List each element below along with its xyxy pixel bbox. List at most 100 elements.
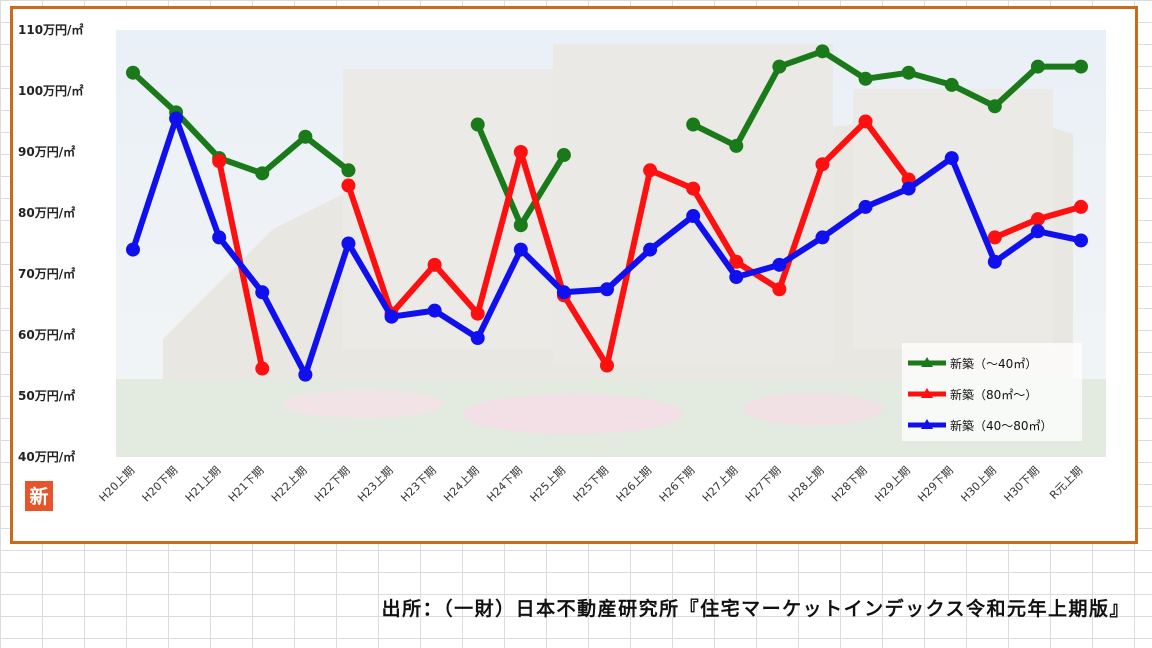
data-point: [341, 178, 356, 193]
data-point: [643, 242, 658, 257]
data-point: [772, 257, 787, 272]
data-point: [815, 230, 830, 245]
data-point: [1030, 224, 1045, 239]
data-point: [298, 367, 313, 382]
data-point: [298, 129, 313, 144]
x-tick-label: H30下期: [1002, 464, 1043, 505]
legend-item: 新築（80㎡～）: [908, 387, 1037, 402]
legend-item: 新築（40～80㎡）: [908, 418, 1053, 433]
y-axis: 40万円/㎡ 50万円/㎡ 60万円/㎡ 70万円/㎡ 80万円/㎡ 90万円/㎡ 100万…: [18, 22, 83, 464]
line-chart: 40万円/㎡ 50万円/㎡ 60万円/㎡ 70万円/㎡ 80万円/㎡ 90万円/㎡ 100万…: [18, 22, 1106, 511]
data-point: [255, 361, 270, 376]
data-point: [686, 181, 701, 196]
data-point: [1074, 59, 1088, 74]
y-tick-label: 90万円/㎡: [18, 144, 75, 159]
data-point: [470, 331, 485, 346]
data-point: [600, 282, 614, 297]
x-tick-label: H26上期: [614, 464, 655, 505]
series-2: [126, 111, 1088, 382]
data-point: [729, 270, 744, 285]
y-tick-label: 110万円/㎡: [18, 22, 83, 37]
x-tick-label: H22下期: [312, 464, 353, 505]
x-tick-label: H24上期: [441, 464, 482, 505]
legend-label: 新築（～40㎡）: [950, 356, 1037, 371]
data-point: [169, 111, 184, 126]
data-point: [212, 154, 227, 169]
legend-marker: [921, 388, 933, 398]
legend-label: 新築（80㎡～）: [950, 387, 1037, 402]
data-point: [1030, 59, 1045, 74]
data-point: [513, 242, 528, 257]
x-axis: H20上期 H20下期 H21上期 H21下期 H22上期 H22下期 H23上期 H23下期…: [97, 464, 1086, 505]
x-tick-label: H28下期: [829, 464, 870, 505]
data-point: [556, 285, 571, 300]
data-point: [729, 254, 744, 269]
legend-marker: [921, 419, 933, 429]
data-point: [513, 218, 528, 233]
x-tick-label: H28上期: [786, 464, 827, 505]
series-line: [690, 48, 1084, 149]
background-photo: [116, 30, 1106, 457]
data-point: [556, 148, 571, 163]
data-point: [255, 166, 270, 181]
series-line: [130, 69, 352, 177]
data-point: [427, 257, 442, 272]
x-tick-label: H25上期: [528, 464, 569, 505]
logo-badge: 新: [25, 481, 53, 511]
data-point: [815, 44, 830, 59]
data-point: [772, 282, 787, 297]
data-point: [815, 157, 830, 172]
data-point: [126, 242, 140, 257]
data-point: [858, 199, 873, 214]
data-point: [729, 138, 744, 153]
x-tick-label: H22上期: [269, 464, 310, 505]
data-point: [1030, 212, 1045, 227]
data-point: [384, 309, 399, 324]
series-0: [126, 44, 1088, 233]
data-point: [858, 71, 873, 86]
logo-text: 新: [29, 485, 48, 508]
data-point: [944, 151, 959, 166]
data-point: [341, 236, 356, 251]
data-point: [901, 65, 916, 80]
x-tick-label: H21上期: [183, 464, 224, 505]
data-point: [470, 117, 485, 132]
x-tick-label: H20下期: [140, 464, 181, 505]
x-tick-label: H23上期: [355, 464, 396, 505]
data-point: [470, 306, 485, 321]
data-point: [341, 163, 356, 178]
x-tick-label: H21下期: [226, 464, 267, 505]
data-point: [944, 77, 959, 92]
x-tick-label: H29上期: [872, 464, 913, 505]
data-point: [212, 230, 227, 245]
data-point: [643, 163, 658, 178]
x-tick-label: H30上期: [958, 464, 999, 505]
y-tick-label: 100万円/㎡: [18, 83, 83, 98]
x-tick-label: H25下期: [571, 464, 612, 505]
legend: 新築（～40㎡） 新築（80㎡～） 新築（40～80㎡）: [902, 343, 1082, 441]
y-tick-label: 40万円/㎡: [18, 449, 75, 464]
x-tick-label: H20上期: [97, 464, 138, 505]
data-point: [987, 99, 1002, 114]
data-point: [1074, 199, 1088, 214]
legend-marker: [921, 357, 933, 367]
data-point: [513, 145, 528, 159]
data-point: [987, 230, 1002, 245]
data-point: [255, 285, 270, 300]
legend-label: 新築（40～80㎡）: [950, 418, 1053, 433]
y-tick-label: 50万円/㎡: [18, 388, 75, 403]
x-tick-label: H27下期: [743, 464, 784, 505]
x-tick-label: H26下期: [657, 464, 698, 505]
data-point: [987, 254, 1002, 269]
x-tick-label: R元上期: [1047, 464, 1085, 502]
x-tick-label: H29下期: [915, 464, 956, 505]
data-point: [126, 65, 140, 80]
x-tick-label: H24下期: [484, 464, 525, 505]
data-point: [686, 209, 701, 224]
data-point: [427, 303, 442, 318]
y-tick-label: 80万円/㎡: [18, 205, 75, 220]
x-tick-label: H23下期: [398, 464, 439, 505]
plot-area: [126, 44, 1088, 382]
data-point: [1074, 233, 1088, 248]
legend-item: 新築（～40㎡）: [908, 356, 1037, 371]
